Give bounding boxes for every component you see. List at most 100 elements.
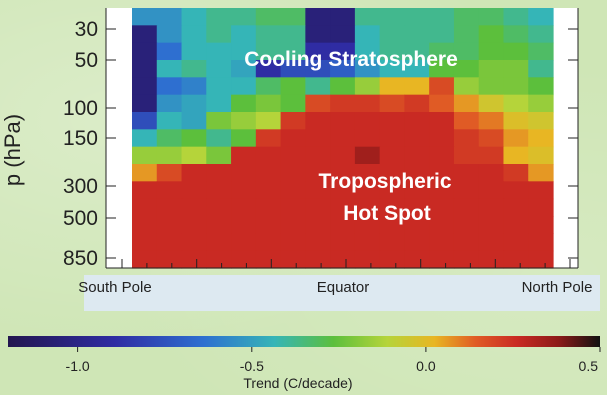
heatmap-cell [453,233,480,252]
heatmap-cell [453,77,480,96]
heatmap-cell [379,8,406,26]
colorbar [8,336,600,347]
heatmap-cell [280,129,306,148]
heatmap-cell [206,181,232,200]
y-ticks: 30 50 100 150 300 500 850 [63,18,578,270]
heatmap-cell [132,250,158,269]
heatmap-cell [478,94,505,113]
heatmap-cell [231,181,257,200]
y-axis-label: p (hPa) [0,114,25,186]
heatmap-cell [330,25,356,44]
heatmap-cell [206,216,232,234]
heatmap-cell [181,250,207,269]
heatmap-cell [156,250,183,269]
heatmap-cell [453,216,480,234]
y-tick-label: 500 [63,207,98,230]
heatmap-cell [280,112,306,130]
heatmap-cell [231,129,257,148]
heatmap-cell [429,164,455,182]
heatmap-cell [379,112,406,130]
heatmap-cell [280,198,306,217]
heatmap-cell [354,250,381,269]
heatmap-cell [132,146,158,165]
heatmap-cell [181,198,207,217]
heatmap-cell [156,164,183,182]
heatmap-cell [354,216,381,234]
heatmap-cell [379,42,406,61]
heatmap-cell [478,181,505,200]
heatmap-cell [330,181,356,200]
annotation-tropospheric: Tropospheric [318,170,451,193]
heatmap-cell [478,42,505,61]
heatmap-cell [132,77,158,96]
heatmap-cell [255,94,282,113]
heatmap-cell [404,129,430,148]
x-ticks [121,259,571,268]
heatmap-cell [503,181,529,200]
heatmap-cell [305,25,331,44]
heatmap-cell [181,60,207,78]
heatmap-cell [503,164,529,182]
heatmap-cell [330,198,356,217]
heatmap-cell [379,250,406,269]
heatmap-cell [330,129,356,148]
heatmap-cell [330,77,356,96]
heatmap-cell [478,233,505,252]
heatmap-cell [206,77,232,96]
heatmap-cell [330,112,356,130]
heatmap-cell [231,94,257,113]
colorbar-tick-label: 0.5 [579,358,599,374]
heatmap-cell [453,8,480,26]
heatmap-cell [330,146,356,165]
heatmap-cell [478,250,505,269]
heatmap-cell [330,94,356,113]
heatmap-cell [305,216,331,234]
heatmap-cell [503,216,529,234]
heatmap-cell [429,60,455,78]
heatmap-cell [181,112,207,130]
heatmap-cell [255,216,282,234]
heatmap-cell [206,25,232,44]
heatmap-cell [255,164,282,182]
heatmap-cell [255,8,282,26]
heatmap-cell [528,164,554,182]
heatmap-cell [354,198,381,217]
heatmap-cell [255,250,282,269]
heatmap-cell [330,216,356,234]
heatmap-cell [305,8,331,26]
heatmap-cell [429,198,455,217]
x-label-north-pole: North Pole [522,279,593,296]
heatmap-cell [404,164,430,182]
heatmap-cell [255,146,282,165]
y-tick-label: 30 [75,18,98,41]
heatmap-cell [181,216,207,234]
heatmap-cell [305,42,331,61]
heatmap-cell [528,112,554,130]
heatmap-cell [132,42,158,61]
heatmap-cell [528,146,554,165]
heatmap-cell [231,216,257,234]
heatmap-cell [206,129,232,148]
heatmap-cells [132,8,554,269]
colorbar-tick-label: -0.5 [240,358,264,374]
heatmap-cell [404,198,430,217]
heatmap-cell [528,77,554,96]
heatmap-cell [280,25,306,44]
heatmap-cell [231,77,257,96]
y-tick-label: 150 [63,127,98,150]
heatmap-cell [156,25,183,44]
heatmap-cell [255,129,282,148]
heatmap-cell [330,60,356,78]
heatmap-cell [231,42,257,61]
heatmap-cell [528,181,554,200]
heatmap-cell [181,129,207,148]
heatmap-cell [132,8,158,26]
heatmap-cell [354,77,381,96]
heatmap-cell [156,60,183,78]
heatmap-cell [305,146,331,165]
heatmap-cell [330,42,356,61]
heatmap-cell [503,129,529,148]
heatmap-cell [478,60,505,78]
heatmap-cell [429,8,455,26]
